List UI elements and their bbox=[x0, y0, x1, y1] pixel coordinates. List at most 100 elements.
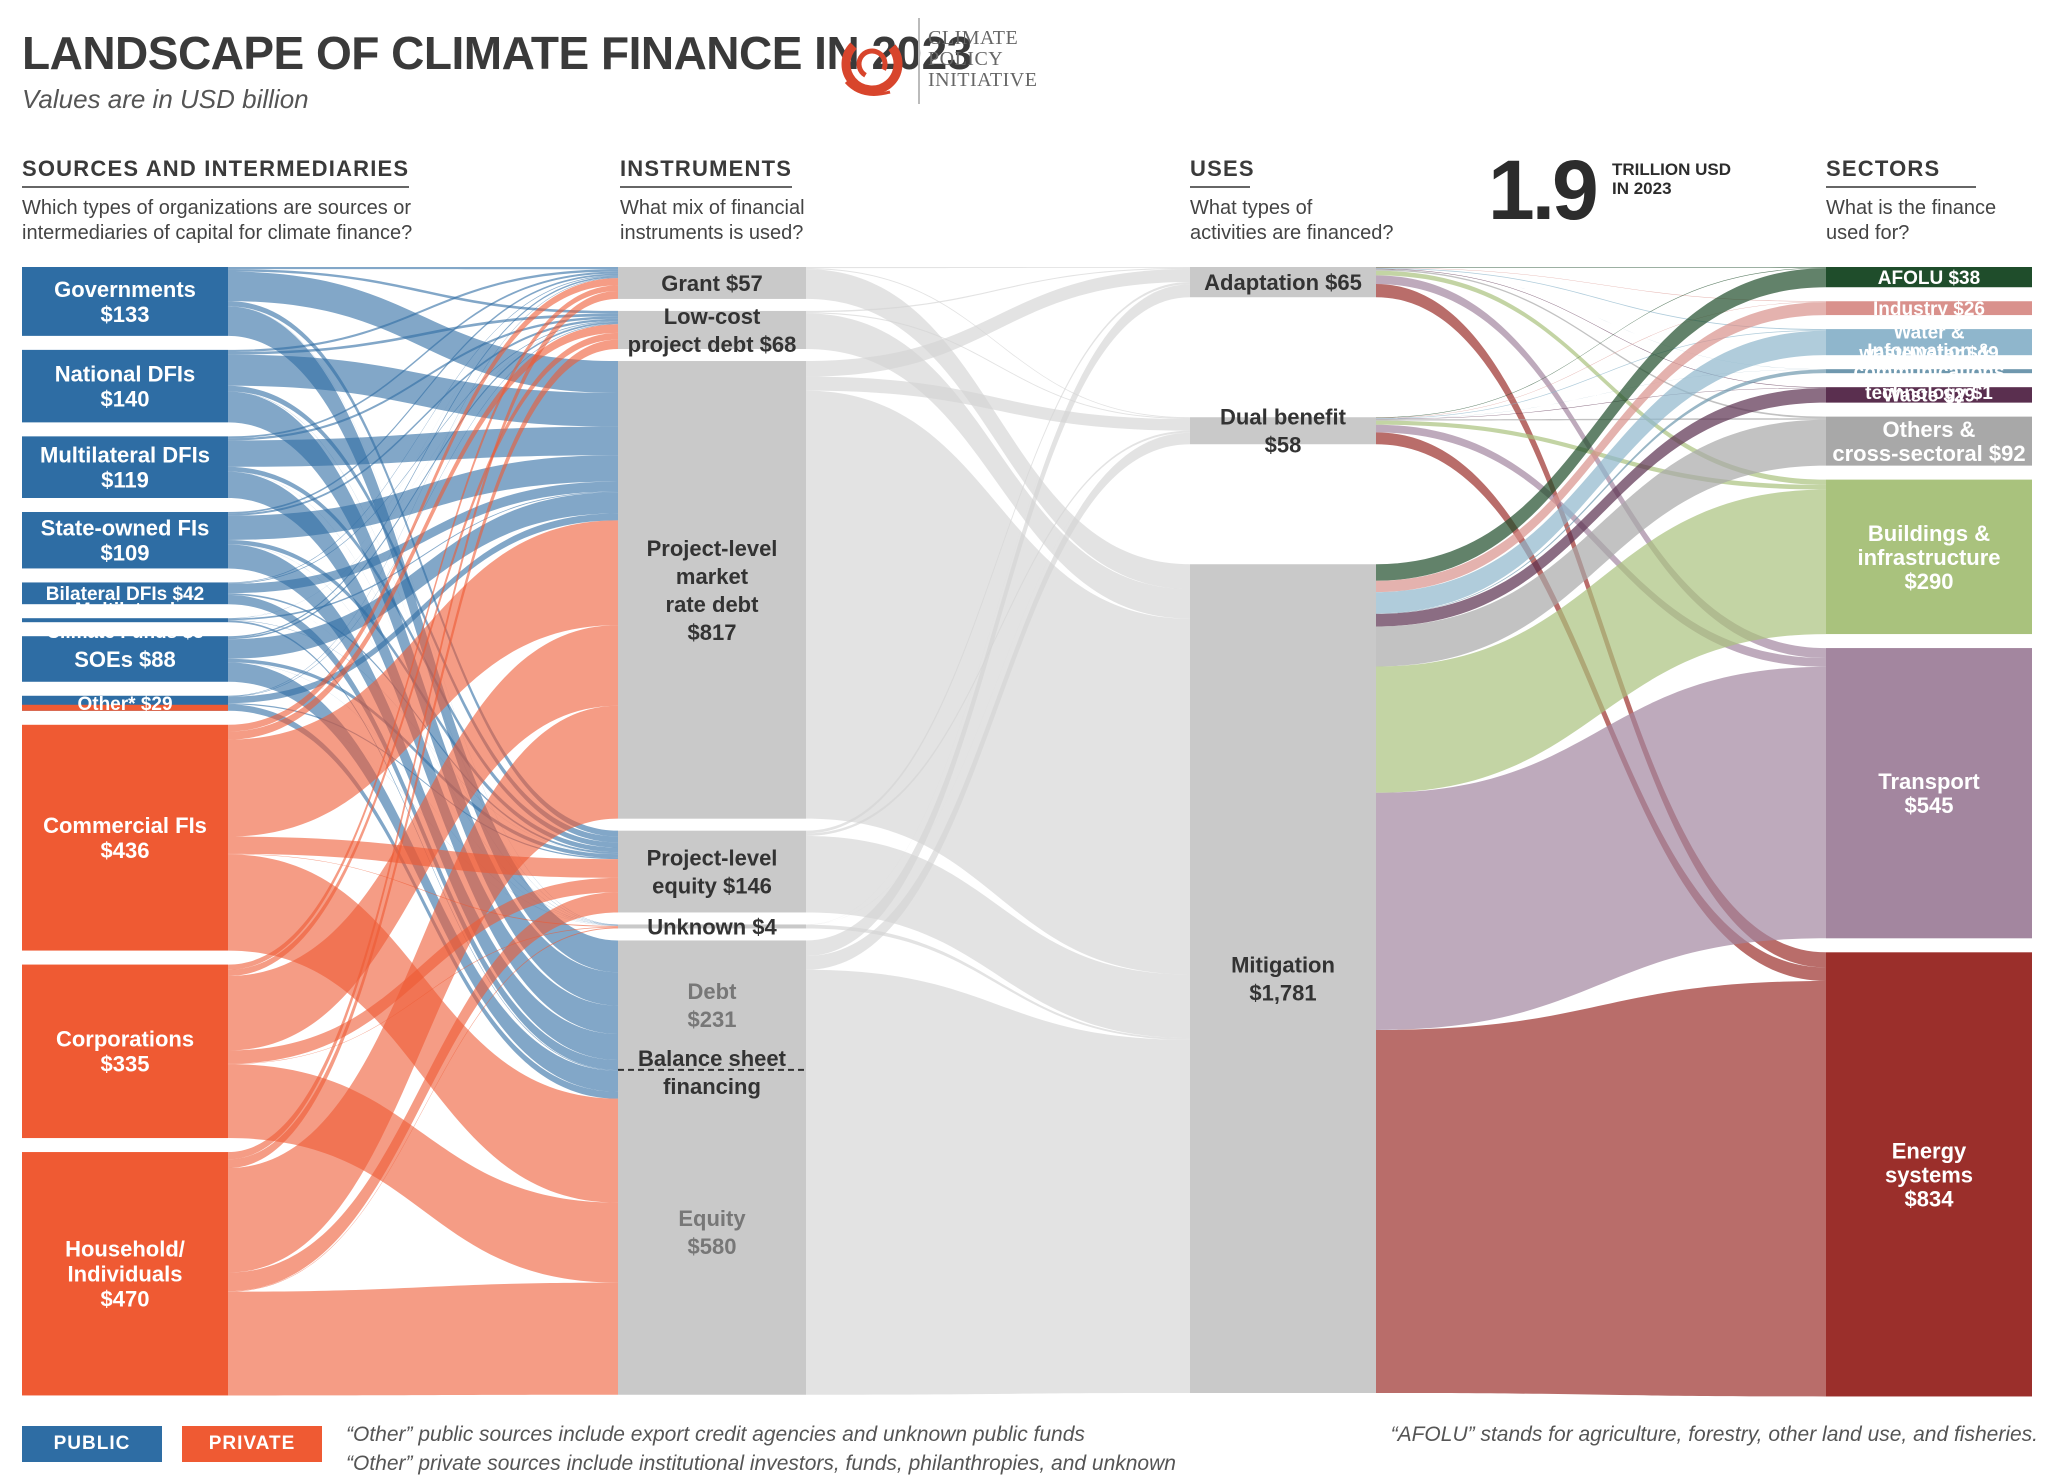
instrument-label-plmrd-line-3: rate debt bbox=[666, 592, 760, 617]
flows-layer bbox=[228, 267, 1826, 1397]
instrument-label-equity-line-2: $580 bbox=[688, 1234, 737, 1259]
flow-lowcost-to-dual bbox=[806, 312, 1190, 420]
source-label-sofi-line-2: $109 bbox=[101, 541, 150, 566]
flow-grant-to-mitig bbox=[806, 269, 1190, 590]
use-label-adapt: Adaptation $65 bbox=[1204, 270, 1362, 295]
sectors-question-line-1: What is the finance bbox=[1826, 197, 1997, 219]
source-node-sofi bbox=[22, 512, 228, 569]
source-label-ndfi: National DFIs$140 bbox=[55, 362, 196, 412]
instrument-label-debt-line-1: Debt bbox=[688, 979, 738, 1004]
instrument-label-bsf-line-2: financing bbox=[663, 1074, 761, 1099]
sectors-question-line-2: used for? bbox=[1826, 222, 1910, 244]
flow-oth-to-lowcost bbox=[228, 323, 618, 697]
flow-mitig-to-waste bbox=[1376, 388, 1826, 627]
sector-label-industry-line-1: Industry $26 bbox=[1873, 299, 1985, 320]
source-label-bdfi-line-1: Bilateral DFIs $42 bbox=[46, 584, 204, 605]
instrument-label-lowcost-line-1: Low-cost bbox=[664, 304, 761, 329]
footnote-other-private: “Other” private sources include institut… bbox=[346, 1452, 1176, 1475]
flow-ple-to-dual bbox=[806, 430, 1190, 836]
sector-label-energy-line-1: Energy bbox=[1892, 1138, 1967, 1163]
flow-oth-to-ple bbox=[228, 703, 618, 860]
flow-cfi-to-grant bbox=[228, 278, 618, 732]
total-unit-line-2: IN 2023 bbox=[1612, 179, 1672, 198]
sector-label-waste-line-1: Waste $29 bbox=[1883, 386, 1975, 407]
sector-label-water-line-2: wastewater $49 bbox=[1858, 343, 1998, 364]
flow-hh-to-grant bbox=[228, 291, 618, 1160]
source-label-ndfi-line-2: $140 bbox=[101, 387, 150, 412]
sector-label-energy-line-3: $834 bbox=[1905, 1186, 1955, 1211]
source-label-mcf-line-1: Multilateral bbox=[75, 600, 175, 621]
sector-label-afolu: AFOLU $38 bbox=[1878, 268, 1980, 289]
flow-dual-to-industry bbox=[1376, 301, 1826, 419]
source-label-hh-line-3: $470 bbox=[101, 1287, 150, 1312]
flow-soe-to-lowcost bbox=[228, 321, 618, 640]
source-label-sofi: State-owned FIs$109 bbox=[41, 516, 210, 566]
instrument-label-plmrd-line-4: $817 bbox=[688, 620, 737, 645]
legend-private: PRIVATE bbox=[182, 1426, 322, 1462]
flow-corp-to-plmrd bbox=[228, 625, 618, 1051]
instrument-label-ple: Project-level equity $146 bbox=[647, 845, 778, 898]
source-label-soe: SOEs $88 bbox=[74, 647, 176, 672]
flow-dual-to-afolu bbox=[1376, 267, 1826, 418]
flow-hh-to-unk bbox=[228, 927, 618, 1292]
sector-label-energy-line-2: systems bbox=[1885, 1162, 1973, 1187]
instrument-node-unk bbox=[618, 924, 806, 929]
source-label-gov: Governments$133 bbox=[54, 277, 196, 327]
sector-node-waste bbox=[1826, 387, 2032, 403]
flow-mcf-to-lowcost bbox=[228, 321, 618, 619]
instrument-node-lowcost bbox=[618, 310, 806, 350]
uses-header: USES What types of activities are financ… bbox=[1190, 156, 1393, 246]
source-label-corp-line-1: Corporations bbox=[56, 1027, 194, 1052]
flow-dual-to-ict bbox=[1376, 369, 1826, 419]
flow-hh-to-bsf bbox=[228, 1282, 618, 1396]
flow-grant-to-dual bbox=[806, 268, 1190, 419]
source-label-mdfi-line-2: $119 bbox=[101, 468, 149, 493]
source-label-mdfi: Multilateral DFIs$119 bbox=[40, 443, 210, 493]
sector-label-afolu-line-1: AFOLU $38 bbox=[1878, 268, 1980, 289]
page-subtitle: Values are in USD billion bbox=[22, 84, 309, 114]
flow-ple-to-adapt bbox=[806, 281, 1190, 834]
total-value: 1.9 bbox=[1488, 143, 1599, 237]
sector-label-others: Others &cross-sectoral $92 bbox=[1832, 417, 2025, 466]
instrument-label-debt-line-2: $231 bbox=[688, 1007, 737, 1032]
source-label-gov-line-1: Governments bbox=[54, 277, 196, 302]
flow-mitig-to-others bbox=[1376, 419, 1826, 667]
flow-sofi-to-plmrd bbox=[228, 455, 618, 540]
sources-question: Which types of organizations are sources… bbox=[22, 196, 412, 246]
source-node-other-private bbox=[22, 704, 228, 711]
source-label-bdfi: Bilateral DFIs $42 bbox=[46, 584, 204, 605]
source-label-ndfi-line-1: National DFIs bbox=[55, 362, 196, 387]
use-node-mitig bbox=[1190, 564, 1376, 1393]
flow-gov-to-grant bbox=[228, 267, 618, 270]
flow-ndfi-to-lowcost bbox=[228, 313, 618, 355]
instrument-node-plmrd bbox=[618, 361, 806, 819]
flow-soe-to-grant bbox=[228, 276, 618, 638]
instrument-node-ple bbox=[618, 830, 806, 913]
sectors-question: What is the finance used for? bbox=[1826, 196, 1996, 246]
use-label-dual: Dual benefit $58 bbox=[1220, 405, 1347, 458]
instruments-question: What mix of financial instruments is use… bbox=[620, 196, 805, 246]
use-label-mitig-line-1: Mitigation bbox=[1231, 953, 1335, 978]
flow-mitig-to-energy bbox=[1376, 981, 1826, 1397]
sector-node-afolu bbox=[1826, 267, 2032, 288]
instrument-label-grant: Grant $57 bbox=[661, 271, 763, 296]
flow-unk-to-dual bbox=[806, 432, 1190, 925]
sector-label-build: Buildings &infrastructure$290 bbox=[1857, 521, 2000, 594]
flow-adapt-to-others bbox=[1376, 269, 1826, 419]
source-label-cfi-line-2: $436 bbox=[101, 838, 150, 863]
instrument-node-bsf bbox=[618, 940, 806, 1395]
sector-node-build bbox=[1826, 479, 2032, 635]
sector-node-energy bbox=[1826, 952, 2032, 1397]
flow-hh-to-plmrd bbox=[228, 705, 618, 1273]
flow-ndfi-to-plmrd bbox=[228, 354, 618, 427]
flow-mitig-to-industry bbox=[1376, 302, 1826, 593]
flow-mcf-to-ple bbox=[228, 620, 618, 855]
flow-mitig-to-afolu bbox=[1376, 268, 1826, 581]
logo-line-3: INITIATIVE bbox=[928, 69, 1038, 91]
flow-plmrd-to-adapt bbox=[806, 268, 1190, 377]
source-label-mcf-line-2: Climate Funds $3 bbox=[46, 622, 203, 643]
instrument-label-equity-line-1: Equity bbox=[678, 1206, 746, 1231]
